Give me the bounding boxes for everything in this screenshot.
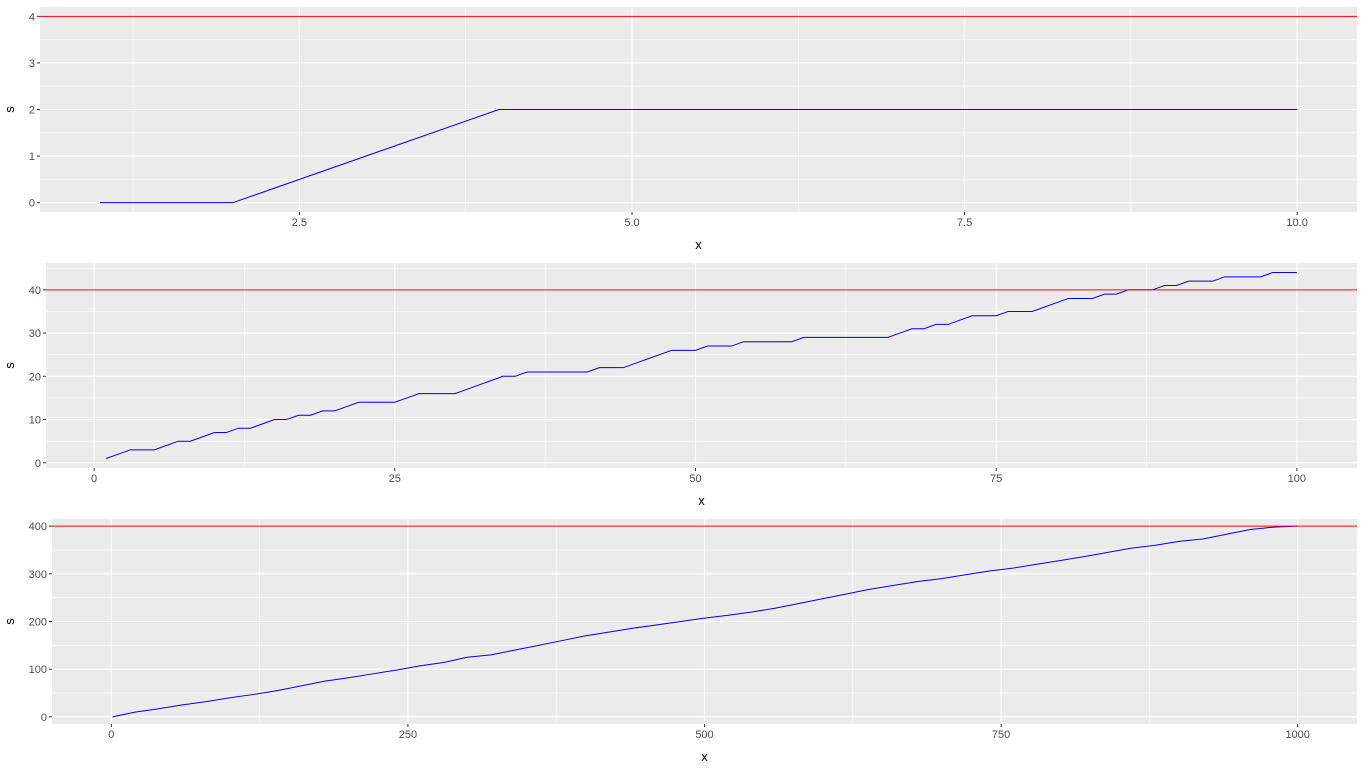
x-tick-label: 0	[108, 729, 114, 741]
chart-panel-2: 0 25 50 75 100 0 10 20 30 40 x s	[2, 263, 1357, 508]
x-tick-label: 750	[992, 729, 1010, 741]
y-axis-title: s	[2, 362, 17, 369]
y-tick-label: 0	[35, 458, 41, 470]
y-tick-label: 20	[29, 371, 41, 383]
y-tick-label: 3	[29, 58, 35, 70]
chart-panel-3: 0 250 500 750 1000 0 100 200 300 400 x s	[2, 519, 1357, 764]
y-tick-label: 300	[29, 569, 47, 581]
y-tick-label: 30	[29, 328, 41, 340]
x-tick-label: 7.5	[957, 217, 972, 229]
y-tick-label: 200	[29, 617, 47, 629]
x-tick-label: 1000	[1285, 729, 1309, 741]
chart-panel-1: 2.5 5.0 7.5 10.0 0 1 2 3 4 x s	[2, 7, 1357, 252]
y-tick-label: 2	[29, 105, 35, 117]
x-tick-label: 0	[91, 473, 97, 485]
series-line	[105, 272, 1297, 459]
y-tick-label: 400	[29, 521, 47, 533]
series-line	[99, 109, 1298, 204]
x-tick-label: 75	[990, 473, 1002, 485]
y-tick-label: 40	[29, 285, 41, 297]
x-axis-title: x	[698, 493, 705, 508]
y-tick-label: 1	[29, 151, 35, 163]
y-tick-label: 0	[29, 198, 35, 210]
x-axis-title: x	[695, 237, 702, 252]
x-tick-label: 250	[399, 729, 417, 741]
x-tick-label: 25	[389, 473, 401, 485]
x-tick-label: 50	[689, 473, 701, 485]
plot-background	[46, 263, 1357, 468]
x-tick-label: 5.0	[624, 217, 639, 229]
y-tick-label: 4	[29, 11, 35, 23]
y-axis-title: s	[2, 618, 17, 625]
x-tick-label: 500	[695, 729, 713, 741]
x-axis-title: x	[701, 749, 708, 764]
y-tick-label: 0	[41, 712, 47, 724]
y-tick-label: 100	[29, 664, 47, 676]
y-axis-title: s	[2, 106, 17, 113]
series-line	[112, 525, 1298, 718]
x-tick-label: 10.0	[1286, 217, 1307, 229]
x-tick-label: 100	[1288, 473, 1306, 485]
y-tick-label: 10	[29, 415, 41, 427]
x-tick-label: 2.5	[292, 217, 307, 229]
